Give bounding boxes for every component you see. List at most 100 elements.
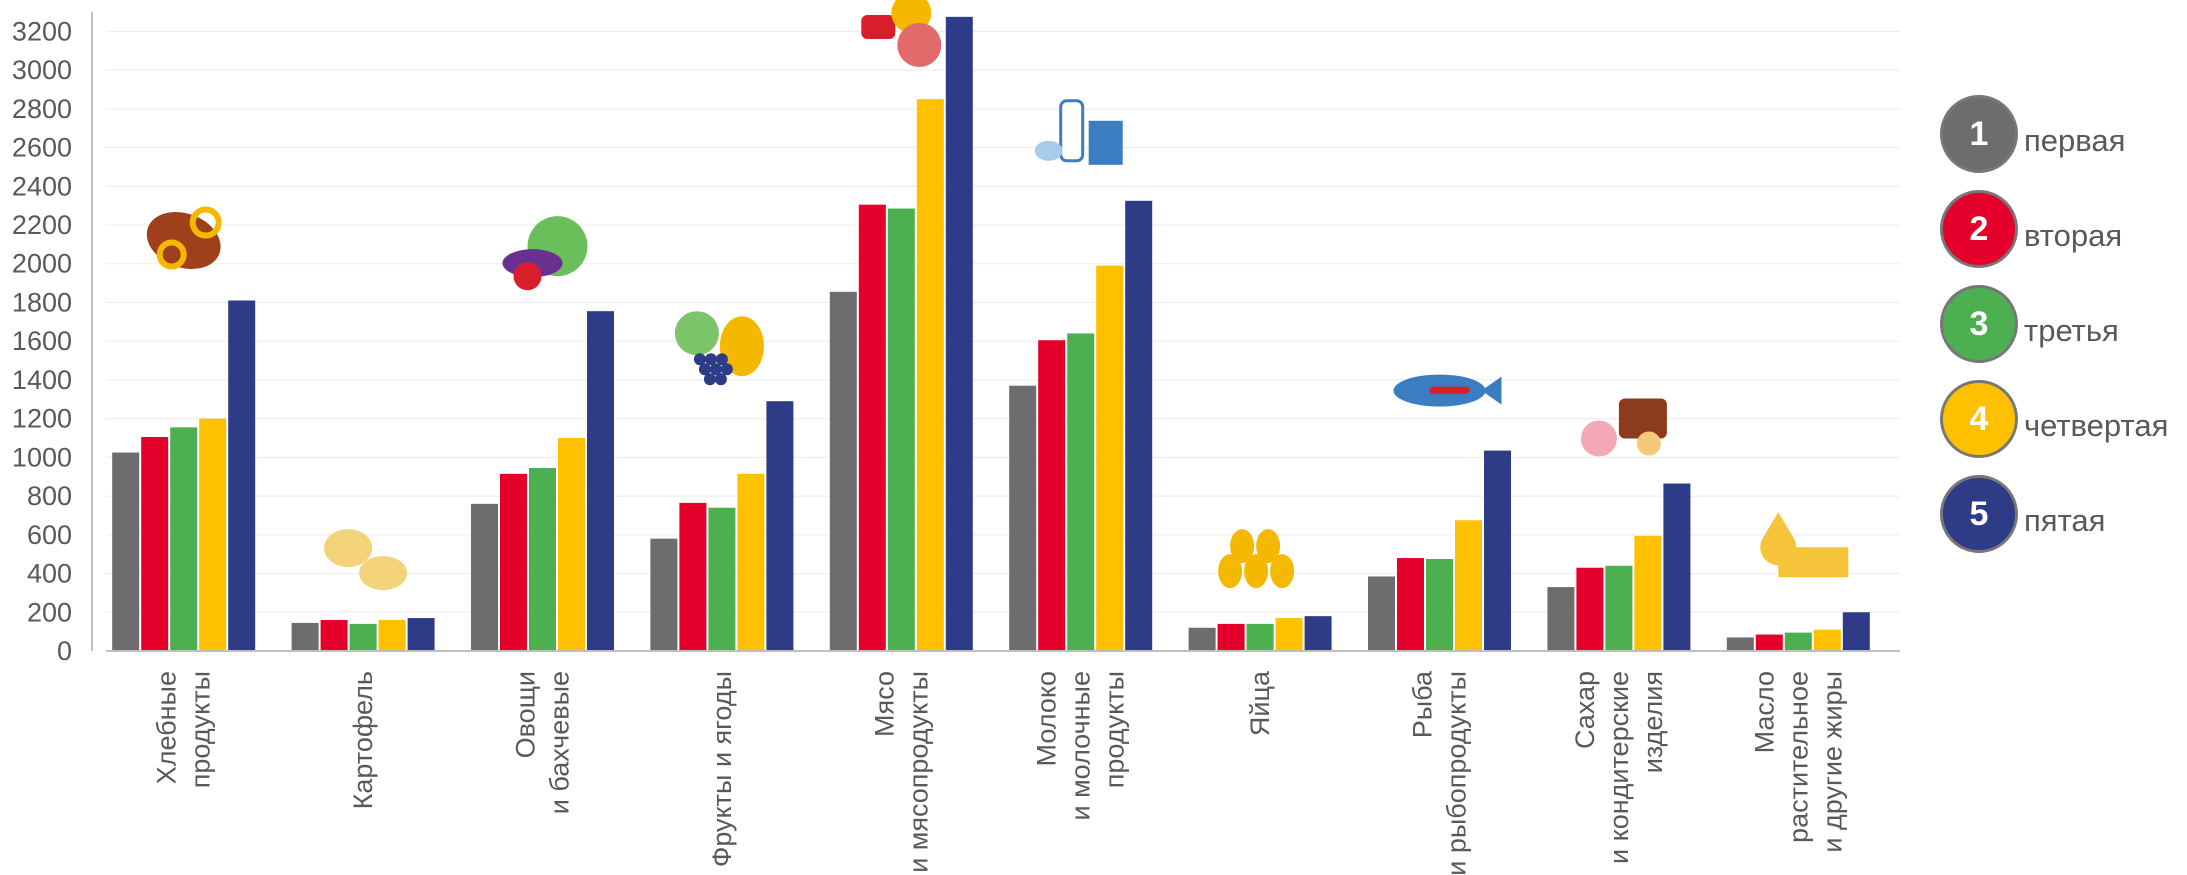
y-tick-label: 3200: [12, 16, 72, 46]
legend-item: 2 вторая: [1940, 190, 2180, 274]
y-axis-ticks: 0 200 400 600 800 1000 1200 1400 1600 1800 2000 220…: [12, 16, 72, 666]
legend-label: вторая: [2024, 218, 2123, 253]
meat-icon: [861, 0, 942, 67]
bar-9-series-4: [1634, 535, 1662, 651]
bar-3-series-2: [500, 473, 527, 651]
x-tick-label: и мясопродукты: [903, 671, 933, 873]
bar-1-series-1: [112, 452, 140, 651]
dairy-icon: [1034, 99, 1123, 165]
bar-6-series-2: [1038, 340, 1066, 651]
y-tick-label: 0: [57, 636, 72, 666]
legend-number-badge: 1: [1940, 95, 2018, 173]
bar-9-series-5: [1663, 483, 1691, 651]
bar-3-series-3: [529, 468, 556, 651]
bar-1-series-3: [170, 427, 198, 651]
bar-8-series-3: [1426, 559, 1453, 651]
bread-icon: [146, 206, 222, 270]
y-tick-label: 2600: [12, 133, 72, 163]
category-icons: [146, 0, 1849, 591]
x-tick-label: растительное: [1783, 671, 1813, 843]
bar-4-series-2: [679, 502, 707, 651]
bar-6-series-5: [1125, 200, 1153, 651]
y-tick-label: 1800: [12, 287, 72, 317]
bar-2-series-4: [378, 620, 406, 651]
x-axis-labels: Хлебные продукты Картофель Овощи и бахчевые Ф…: [152, 670, 1848, 875]
fruits-icon: [674, 311, 764, 386]
bar-6-series-3: [1067, 333, 1095, 651]
legend-item: 1 первая: [1940, 95, 2180, 179]
bar-4-series-5: [766, 401, 794, 651]
x-tick-label: Сахар: [1570, 671, 1600, 749]
legend-number-badge: 2: [1940, 190, 2018, 268]
gridlines: [106, 30, 1900, 613]
y-tick-label: 400: [27, 559, 72, 589]
bar-2-series-1: [291, 622, 319, 651]
x-tick-label: и рыбопродукты: [1442, 671, 1472, 875]
bar-7-series-4: [1275, 618, 1303, 651]
x-label-group: Рыба и рыбопродукты: [1408, 670, 1472, 875]
bar-5-series-4: [916, 99, 944, 652]
x-tick-label: продукты: [1100, 671, 1130, 788]
x-tick-label: продукты: [186, 671, 216, 788]
x-tick-label: Картофель: [348, 671, 378, 809]
x-tick-label: и молочные: [1066, 671, 1096, 820]
bar-8-series-5: [1484, 450, 1511, 651]
bar-10-series-1: [1726, 637, 1754, 651]
bar-7-series-1: [1188, 627, 1216, 651]
legend-item: 3 третья: [1940, 285, 2180, 369]
bar-1-series-5: [228, 300, 256, 651]
bar-1-series-4: [199, 418, 227, 651]
y-tick-label: 1400: [12, 365, 72, 395]
y-tick-label: 1000: [12, 442, 72, 472]
x-label-group: Хлебные продукты: [152, 671, 216, 788]
x-tick-label: Яйца: [1245, 670, 1275, 736]
fish-icon: [1393, 374, 1502, 407]
bar-7-series-2: [1217, 623, 1245, 651]
bar-9-series-1: [1547, 587, 1575, 651]
x-label-group: Картофель: [348, 671, 378, 809]
y-tick-label: 2400: [12, 171, 72, 201]
legend-number-badge: 5: [1940, 475, 2018, 553]
bar-9-series-2: [1576, 567, 1604, 651]
bar-8-series-4: [1455, 520, 1482, 651]
x-tick-label: изделия: [1638, 671, 1668, 773]
legend-label: четвертая: [2024, 408, 2169, 443]
legend-number-badge: 3: [1940, 285, 2018, 363]
bar-9-series-3: [1605, 565, 1633, 651]
bar-2-series-5: [407, 618, 435, 651]
bar-8-series-1: [1368, 576, 1395, 651]
bar-5-series-3: [887, 208, 915, 652]
bar-3-series-1: [471, 503, 498, 651]
x-tick-label: Овощи: [511, 671, 541, 758]
potato-icon: [324, 529, 408, 591]
x-label-group: Молоко и молочные продукты: [1032, 671, 1130, 820]
bar-1-series-2: [141, 437, 169, 651]
x-tick-label: Хлебные: [152, 671, 182, 784]
oil-icon: [1760, 512, 1849, 578]
bar-5-series-1: [829, 291, 857, 651]
bar-2-series-2: [320, 620, 348, 651]
x-label-group: Фрукты и ягоды: [707, 671, 737, 867]
bar-6-series-1: [1009, 385, 1037, 651]
y-tick-label: 600: [27, 520, 72, 550]
x-label-group: Масло растительное и другие жиры: [1749, 671, 1847, 853]
legend-label: третья: [2024, 313, 2119, 348]
bar-3-series-4: [558, 438, 585, 651]
bar-2-series-3: [349, 623, 377, 651]
bar-5-series-5: [945, 16, 973, 652]
x-tick-label: Молоко: [1032, 671, 1062, 766]
bar-series: [112, 16, 1870, 652]
legend-label: пятая: [2024, 503, 2106, 538]
x-tick-label: и кондитерские: [1604, 671, 1634, 864]
vegetables-icon: [502, 216, 588, 291]
y-tick-label: 2800: [12, 94, 72, 124]
y-tick-label: 200: [27, 597, 72, 627]
bar-10-series-5: [1842, 612, 1870, 651]
bar-3-series-5: [587, 311, 614, 651]
y-tick-label: 2200: [12, 210, 72, 240]
y-tick-label: 2000: [12, 249, 72, 279]
bar-4-series-3: [708, 507, 736, 651]
bar-6-series-4: [1096, 265, 1124, 651]
x-tick-label: Мясо: [869, 671, 899, 737]
